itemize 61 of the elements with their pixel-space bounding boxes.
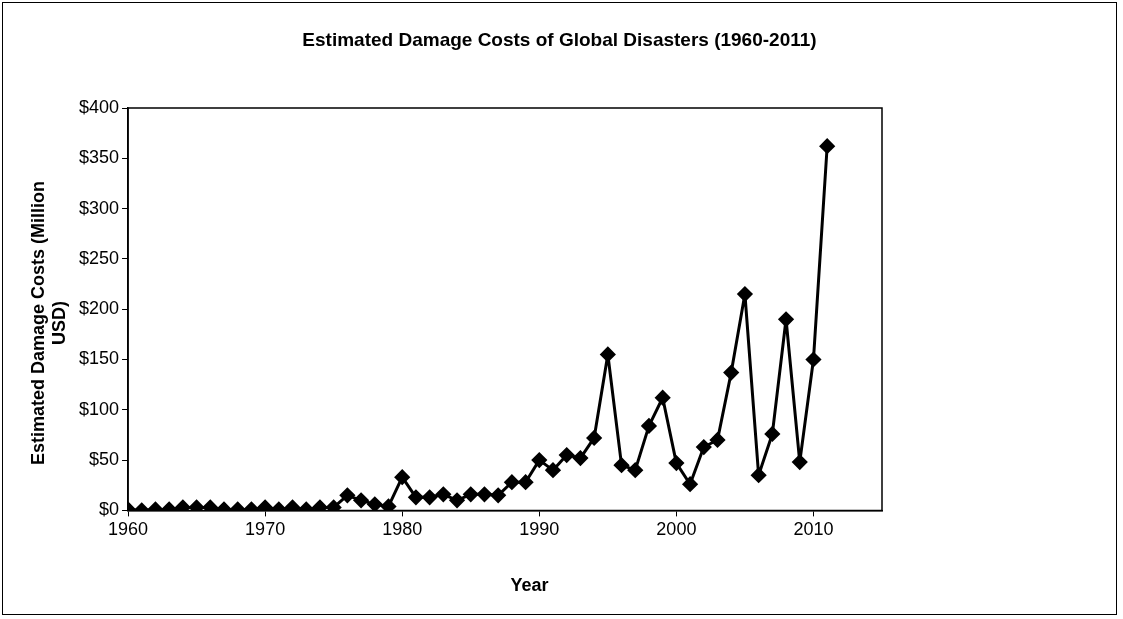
point — [792, 454, 808, 470]
point — [710, 432, 725, 448]
y-tick-label: $150 — [79, 348, 120, 369]
point — [504, 474, 520, 490]
point — [189, 499, 205, 511]
point — [326, 499, 342, 511]
point — [353, 492, 369, 508]
point — [531, 452, 547, 468]
y-tick-label: $400 — [79, 96, 120, 117]
point — [175, 499, 191, 511]
y-tick-label: $300 — [79, 197, 120, 218]
point — [764, 426, 780, 442]
point — [285, 499, 301, 511]
point — [202, 499, 218, 511]
y-tick-label: $350 — [79, 147, 120, 168]
point — [490, 487, 506, 503]
x-tick-label: 2010 — [793, 519, 834, 540]
x-tick-label: 1960 — [108, 519, 149, 540]
x-tick-label: 1980 — [382, 519, 423, 540]
point — [518, 474, 534, 490]
point — [668, 455, 684, 471]
x-tick-label: 1990 — [519, 519, 560, 540]
point — [641, 418, 657, 434]
point — [312, 499, 328, 511]
point — [805, 352, 821, 367]
point — [751, 467, 767, 483]
x-axis-title: Year — [509, 575, 550, 596]
point — [449, 492, 465, 508]
point — [339, 487, 355, 503]
point — [394, 469, 410, 485]
point — [682, 476, 698, 492]
y-tick-label: $0 — [99, 499, 120, 520]
y-tick-label: $50 — [89, 449, 120, 470]
point — [408, 489, 424, 505]
point — [696, 439, 712, 455]
point — [819, 138, 835, 154]
y-axis-title: Estimated Damage Costs (Million USD) — [28, 179, 70, 468]
point — [586, 430, 602, 446]
point — [737, 286, 753, 302]
point — [476, 486, 492, 502]
point — [422, 489, 438, 505]
x-tick-label: 1970 — [245, 519, 286, 540]
point — [381, 498, 396, 511]
point — [572, 450, 588, 466]
chart-title: Estimated Damage Costs of Global Disasters (1960-2011) — [301, 29, 818, 51]
point — [463, 486, 479, 502]
point — [545, 462, 561, 478]
point — [655, 390, 671, 406]
point — [614, 457, 630, 473]
y-tick-label: $200 — [79, 298, 120, 319]
point — [600, 346, 616, 362]
y-tick-label: $250 — [79, 247, 120, 268]
point — [559, 447, 575, 463]
y-tick-label: $100 — [79, 398, 120, 419]
point — [257, 499, 273, 511]
point — [778, 311, 794, 327]
point — [627, 462, 643, 478]
point — [435, 486, 451, 502]
point — [723, 365, 739, 381]
x-tick-label: 2000 — [656, 519, 697, 540]
point — [367, 496, 383, 511]
